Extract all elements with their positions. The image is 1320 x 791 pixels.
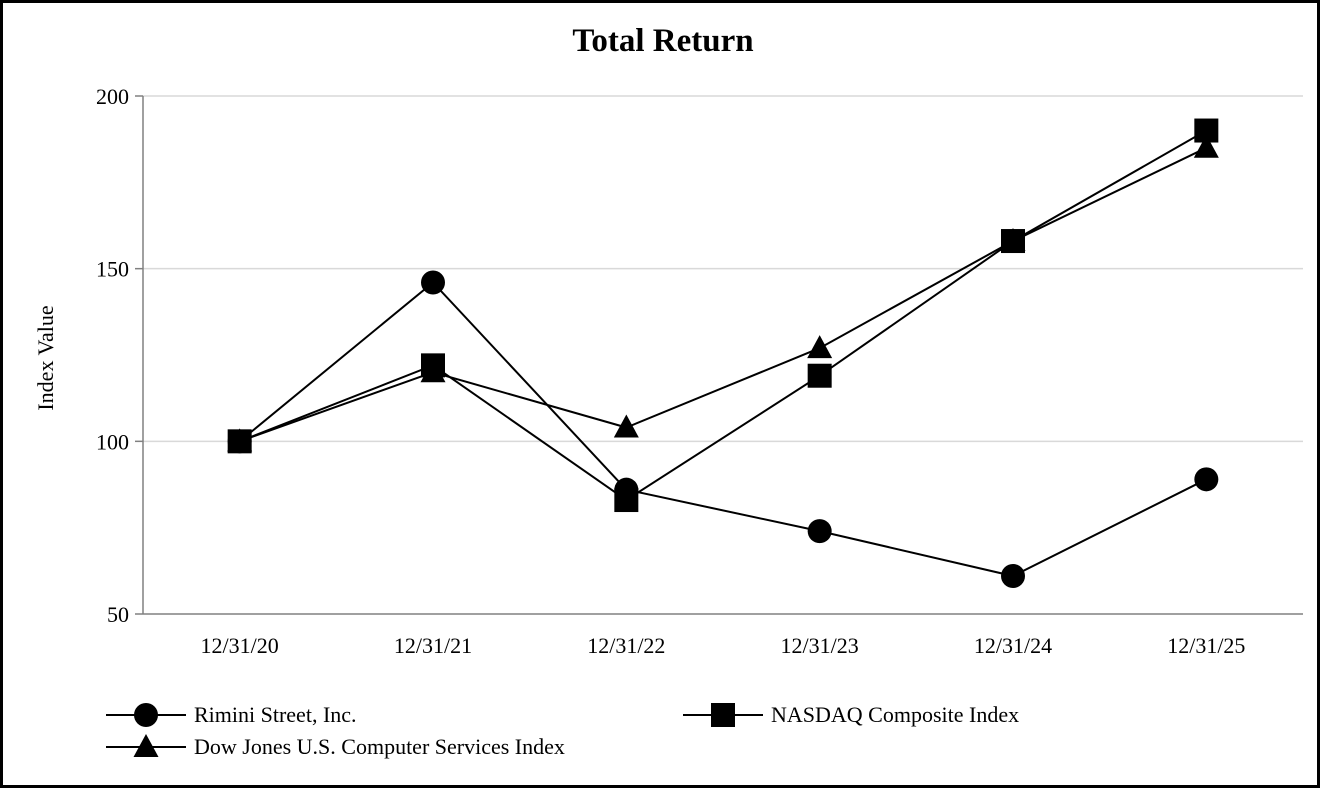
y-tick-label: 200 <box>96 84 129 109</box>
legend-marker-square <box>711 703 735 727</box>
data-point-circle <box>227 429 252 454</box>
y-tick-label: 100 <box>96 429 129 454</box>
legend-label: Dow Jones U.S. Computer Services Index <box>194 734 565 759</box>
y-tick-label: 50 <box>107 602 129 627</box>
data-point-square <box>421 353 445 378</box>
axes <box>135 95 1303 615</box>
y-tick-label: 150 <box>96 257 129 282</box>
legend-marker-circle <box>134 703 158 727</box>
data-point-circle <box>614 477 639 502</box>
data-point-square <box>1194 118 1219 143</box>
legend: Rimini Street, Inc. NASDAQ Composite Inde… <box>106 702 1019 759</box>
data-point-triangle <box>807 335 833 359</box>
y-axis-label: Index Value <box>33 305 58 410</box>
data-point-circle <box>421 270 445 295</box>
data-point-triangle <box>613 414 639 438</box>
legend-label: NASDAQ Composite Index <box>771 702 1019 727</box>
legend-marker-triangle <box>133 734 159 757</box>
chart-title: Total Return <box>572 23 753 59</box>
x-tick-label: 12/31/21 <box>394 633 472 658</box>
x-tick-label: 12/31/25 <box>1167 633 1245 658</box>
series-line-triangle <box>239 146 1207 443</box>
grid-lines <box>143 95 1303 443</box>
x-tick-label: 12/31/24 <box>974 633 1052 658</box>
data-point-circle <box>807 519 832 544</box>
x-tick-label: 12/31/22 <box>587 633 665 658</box>
data-point-triangle <box>1193 134 1219 158</box>
series-line-circle <box>239 281 1207 578</box>
series-group <box>227 118 1219 589</box>
data-point-square <box>1001 229 1025 254</box>
data-point-circle <box>1194 467 1219 492</box>
y-tick-labels: 50 100 150 200 <box>96 84 129 627</box>
x-tick-label: 12/31/23 <box>781 633 859 658</box>
x-tick-labels: 12/31/20 12/31/21 12/31/22 12/31/23 12/31/24… <box>201 633 1246 658</box>
series-line-square <box>239 129 1207 502</box>
legend-label: Rimini Street, Inc. <box>194 702 357 727</box>
data-point-square <box>807 363 832 388</box>
x-tick-label: 12/31/20 <box>201 633 279 658</box>
data-point-circle <box>1001 564 1025 589</box>
